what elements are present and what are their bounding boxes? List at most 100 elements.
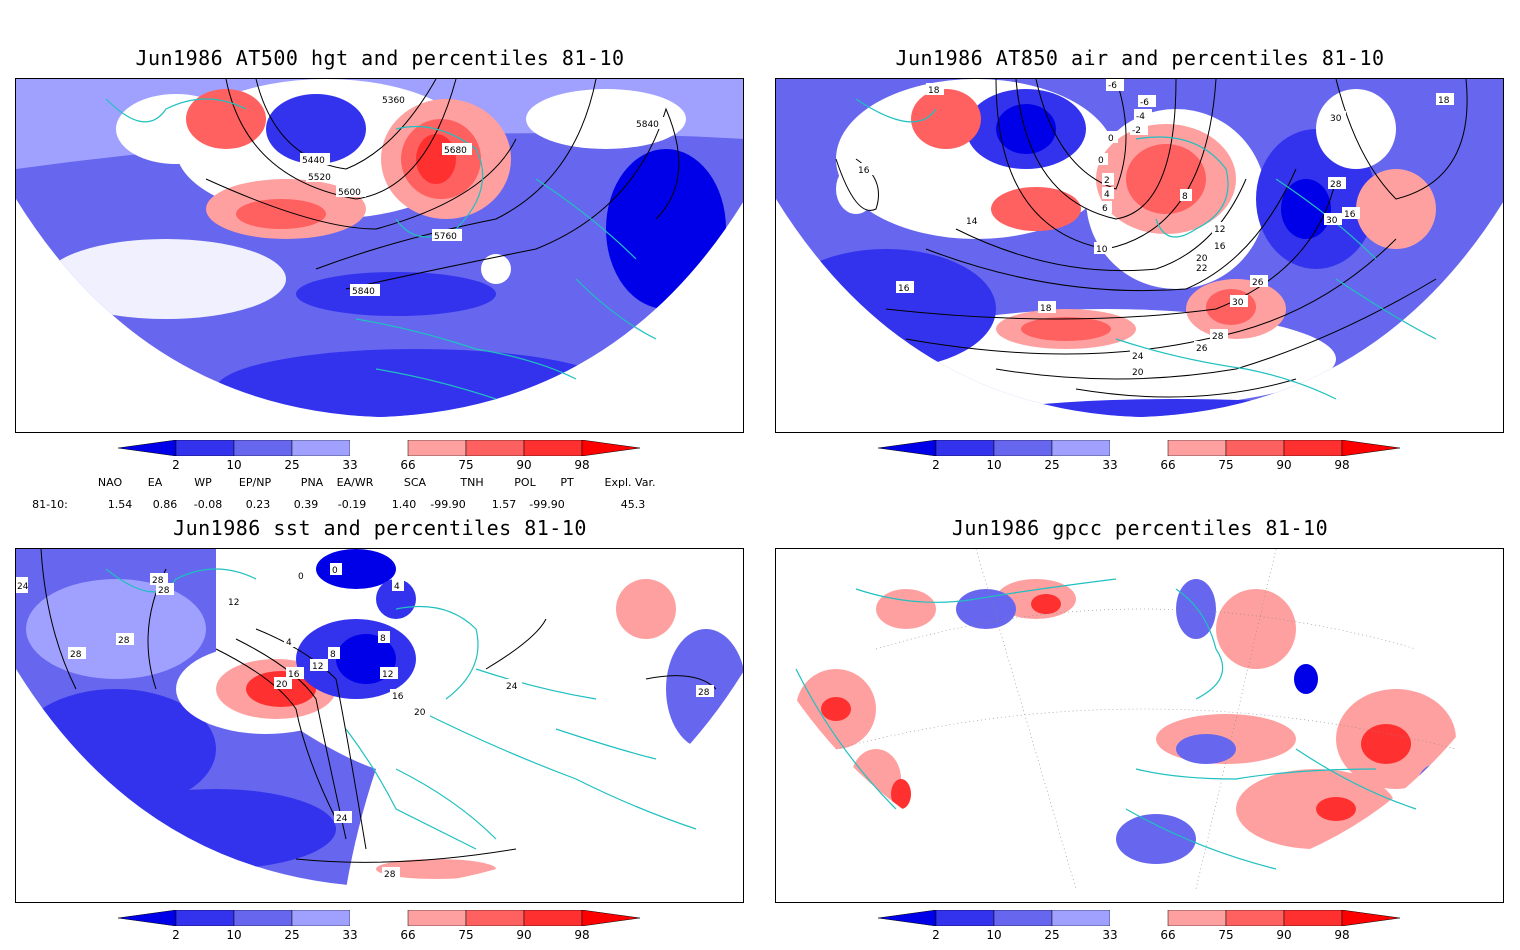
colorbar-swatch — [1283, 909, 1343, 927]
colorbar-tick-label: 10 — [226, 458, 242, 472]
colorbar-swatch — [1110, 910, 1168, 926]
index-value: 45.3 — [620, 498, 646, 511]
colorbar-swatch — [407, 439, 467, 457]
colorbar-tick-label: 75 — [458, 458, 474, 472]
contour-label: 24 — [1132, 352, 1144, 362]
contour-label: 28 — [1212, 332, 1224, 342]
panel-title-hgt500: Jun1986 AT500 hgt and percentiles 81-10 — [135, 46, 625, 70]
index-value: -0.19 — [337, 498, 367, 511]
colorbar-tick-label: 33 — [1102, 458, 1118, 472]
contour-label: 28 — [70, 650, 82, 660]
contour-label: 26 — [1196, 344, 1208, 354]
colorbar-tick-label: 33 — [1102, 928, 1118, 942]
contour-label: 8 — [1182, 192, 1188, 202]
colorbar-tick-label: 2 — [172, 928, 180, 942]
contour-label: 8 — [330, 650, 336, 660]
colorbar-swatch — [175, 909, 235, 927]
contour-label: -2 — [1132, 126, 1141, 136]
colorbar-tick-label: 10 — [226, 928, 242, 942]
contour-label: 28 — [1330, 180, 1342, 190]
colorbar-tick-label: 66 — [1160, 458, 1176, 472]
index-value: -0.08 — [193, 498, 223, 511]
colorbar-tick-label: 90 — [1276, 458, 1292, 472]
index-header: Expl. Var. — [604, 476, 656, 489]
colorbar-swatches — [877, 909, 1401, 927]
contour-label: 24 — [336, 814, 348, 824]
contour-label: 28 — [118, 636, 130, 646]
colorbar-tick-label: 75 — [1218, 458, 1234, 472]
colorbar-right-arrow — [581, 439, 641, 457]
colorbar-tick-label: 25 — [284, 928, 300, 942]
contour-label: 18 — [1438, 96, 1450, 106]
colorbar-tick-label: 2 — [172, 458, 180, 472]
map-gpcc — [775, 548, 1504, 903]
contour-label: 18 — [1040, 304, 1052, 314]
contour-label: 16 — [288, 670, 300, 680]
colorbar-hgt500: 2 10 25 33 66 75 90 98 — [117, 439, 678, 480]
index-value: 0.39 — [293, 498, 319, 511]
contour-label: -6 — [1140, 98, 1149, 108]
colorbar-left-arrow — [117, 909, 177, 927]
contour-label: 16 — [392, 692, 404, 702]
colorbar-tick-label: 98 — [1334, 928, 1350, 942]
panel-title-air850: Jun1986 AT850 air and percentiles 81-10 — [895, 46, 1385, 70]
colorbar-swatch — [465, 909, 525, 927]
contour-label: 20 — [1132, 368, 1144, 378]
colorbar-tick-label: 33 — [342, 928, 358, 942]
contour-label: 20 — [414, 708, 426, 718]
colorbar-swatch — [233, 439, 293, 457]
colorbar-tick-label: 66 — [1160, 928, 1176, 942]
colorbar-tick-label: 10 — [986, 458, 1002, 472]
colorbar-tick-label: 98 — [574, 458, 590, 472]
colorbar-gpcc: 2 10 25 33 66 75 90 98 — [877, 909, 1438, 950]
colorbar-tick-label: 2 — [932, 458, 940, 472]
contour-label: 4 — [286, 638, 292, 648]
map-air850-labels: -6 -6 -4 -2 0 0 2 4 6 8 10 12 14 16 16 1… — [856, 79, 1454, 378]
colorbar-swatch — [291, 909, 351, 927]
colorbar-tick-label: 66 — [400, 928, 416, 942]
colorbar-swatch — [407, 909, 467, 927]
index-value: -99.90 — [430, 498, 466, 511]
colorbar-swatch — [1167, 439, 1227, 457]
map-hgt500: 5360 5440 5520 5600 5680 5760 5840 5840 — [15, 78, 744, 433]
contour-label: 28 — [158, 586, 170, 596]
colorbar-tick-label: 90 — [516, 928, 532, 942]
contour-label: 5760 — [434, 232, 457, 242]
index-header: EP/NP — [238, 476, 272, 489]
contour-label: 8 — [380, 634, 386, 644]
contour-label: 5840 — [352, 287, 375, 297]
index-value: 0.23 — [245, 498, 271, 511]
colorbar-air850: 2 10 25 33 66 75 90 98 — [877, 439, 1438, 480]
contour-label: 0 — [1098, 156, 1104, 166]
index-value: 1.54 — [107, 498, 133, 511]
colorbar-swatches — [117, 909, 641, 927]
contour-label: 6 — [1102, 204, 1108, 214]
map-sst-canvas: 24 28 28 28 28 12 0 0 4 4 8 8 12 12 16 1… — [16, 549, 743, 887]
contour-label: 24 — [17, 582, 29, 592]
contour-label: 26 — [1252, 278, 1264, 288]
colorbar-swatch — [1051, 439, 1111, 457]
contour-label: 30 — [1326, 216, 1338, 226]
colorbar-right-arrow — [1341, 439, 1401, 457]
index-header: EA/WR — [336, 476, 374, 489]
index-header: PT — [560, 476, 574, 489]
colorbar-tick-label: 75 — [458, 928, 474, 942]
contour-label: 20 — [1196, 254, 1208, 264]
contour-label: 16 — [858, 166, 870, 176]
colorbar-right-arrow — [581, 909, 641, 927]
contour-label: 16 — [1214, 242, 1226, 252]
contour-label: 5360 — [382, 96, 405, 106]
index-header: SCA — [403, 476, 427, 489]
colorbar-tick-label: 90 — [1276, 928, 1292, 942]
colorbar-tick-label: 2 — [932, 928, 940, 942]
contour-label: 24 — [506, 682, 518, 692]
colorbar-tick-label: 98 — [574, 928, 590, 942]
map-hgt500-labels: 5360 5440 5520 5600 5680 5760 5840 5840 — [300, 93, 664, 297]
index-value: 0.86 — [152, 498, 178, 511]
contour-label: 0 — [1108, 134, 1114, 144]
contour-label: 16 — [898, 284, 910, 294]
map-air850-canvas: -6 -6 -4 -2 0 0 2 4 6 8 10 12 14 16 16 1… — [776, 79, 1503, 417]
colorbar-swatch — [935, 909, 995, 927]
colorbar-sst: 2 10 25 33 66 75 90 98 — [117, 909, 678, 950]
colorbar-swatch — [291, 439, 351, 457]
